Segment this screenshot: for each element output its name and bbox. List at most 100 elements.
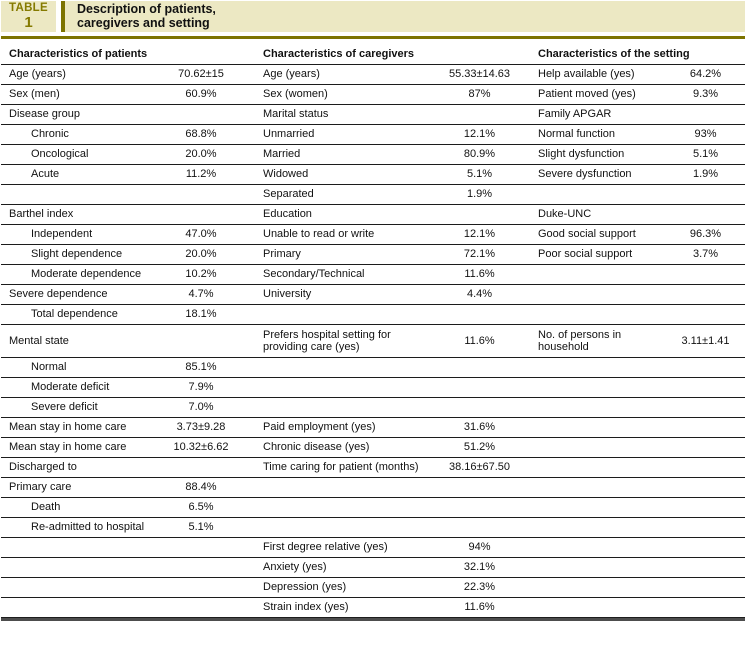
caregivers-label: Strain index (yes) [263, 601, 349, 614]
patients-value [159, 105, 243, 124]
caregivers-value: 87% [468, 88, 491, 101]
caregivers-label: Secondary/Technical [263, 268, 365, 281]
setting-label [538, 458, 666, 477]
setting-value [666, 558, 745, 577]
patients-label: Normal [31, 361, 67, 374]
column-gap [243, 225, 263, 244]
caregivers-value [436, 305, 523, 324]
setting-label [538, 398, 666, 417]
table-row: Normal 85.1% [1, 358, 745, 378]
caregivers-label [263, 305, 436, 324]
patients-value: 5.1% [188, 521, 214, 534]
column-gap [243, 265, 263, 284]
column-gap [523, 538, 538, 557]
column-gap [243, 458, 263, 477]
caregivers-value: 51.2% [463, 441, 496, 454]
patients-value: 68.8% [185, 128, 217, 141]
column-gap [243, 358, 263, 377]
patients-value: 10.32±6.62 [173, 441, 229, 454]
caregivers-value: 32.1% [463, 561, 496, 574]
caregivers-label: Chronic disease (yes) [263, 441, 370, 454]
caregivers-value: 11.6% [464, 601, 495, 614]
caregivers-label [263, 478, 436, 497]
column-gap [243, 65, 263, 84]
table-row: Mean stay in home care 10.32±6.62 Chronic … [1, 438, 745, 458]
table-row: Acute 11.2% Widowed 5.1% Severe dysfunction 1… [1, 165, 745, 185]
setting-label: Severe dysfunction [538, 168, 632, 181]
column-gap [243, 418, 263, 437]
caregivers-value [436, 105, 523, 124]
table-row: Sex (men) 60.9% Sex (women) 87% Patient move… [1, 85, 745, 105]
caregivers-value [436, 358, 523, 377]
setting-value [666, 418, 745, 437]
table-row: Slight dependence 20.0% Primary 72.1% Poor s… [1, 245, 745, 265]
patients-value: 20.0% [185, 248, 217, 261]
caregivers-value: 5.1% [466, 168, 493, 181]
setting-value: 5.1% [692, 148, 719, 161]
patients-label: Death [31, 501, 61, 514]
setting-value [666, 438, 745, 457]
setting-value [666, 518, 745, 537]
table-row: Oncological 20.0% Married 80.9% Slight dysfu… [1, 145, 745, 165]
column-gap [243, 305, 263, 324]
table-row: Primary care 88.4% [1, 478, 745, 498]
column-gap [243, 205, 263, 224]
column-gap [243, 558, 263, 577]
column-gap [243, 498, 263, 517]
caregivers-value: 80.9% [463, 148, 496, 161]
patients-value: 6.5% [188, 501, 214, 514]
setting-value: 93% [694, 128, 717, 141]
patients-label: Slight dependence [31, 248, 123, 261]
column-gap [243, 105, 263, 124]
patients-label: Severe dependence [9, 288, 108, 301]
column-gap [243, 185, 263, 204]
caregivers-value [436, 378, 523, 397]
column-gap [243, 165, 263, 184]
setting-value [666, 498, 745, 517]
column-gap [523, 185, 538, 204]
caregivers-label: Unmarried [263, 128, 315, 141]
patients-value: 4.7% [188, 288, 214, 301]
setting-label [538, 305, 666, 324]
setting-value [666, 105, 745, 124]
caregivers-value: 55.33±14.63 [448, 68, 511, 81]
column-gap [523, 398, 538, 417]
caregivers-label: Widowed [263, 168, 309, 181]
table-badge-word: TABLE [9, 1, 48, 14]
table-row: Moderate deficit 7.9% [1, 378, 745, 398]
patients-value [159, 538, 243, 557]
patients-value [159, 185, 243, 204]
table-row: Anxiety (yes) 32.1% [1, 558, 745, 578]
setting-value [666, 185, 745, 204]
caregivers-value [436, 205, 523, 224]
column-gap [523, 65, 538, 84]
column-gap [523, 165, 538, 184]
table-row: Mental state Prefers hospital setting for… [1, 325, 745, 358]
patients-label [1, 558, 159, 577]
caregivers-value: 4.4% [466, 288, 493, 301]
caregivers-value [436, 398, 523, 417]
table-badge-number: 1 [24, 14, 33, 32]
table-header-band: TABLE 1 Description of patients, caregiv… [1, 1, 745, 32]
table-row: Death 6.5% [1, 498, 745, 518]
column-header-patients: Characteristics of patients [9, 48, 148, 60]
caregivers-label: Education [263, 208, 312, 221]
column-gap [523, 358, 538, 377]
column-gap [523, 578, 538, 597]
caregivers-label: First degree relative (yes) [263, 541, 388, 554]
patients-label: Sex (men) [9, 88, 60, 101]
patients-label [1, 578, 159, 597]
setting-label [538, 358, 666, 377]
patients-value [159, 598, 243, 617]
table-title-block: Description of patients, caregivers and … [61, 1, 745, 32]
patients-label: Total dependence [31, 308, 118, 321]
patients-label: Moderate deficit [31, 381, 110, 394]
setting-value [666, 538, 745, 557]
table-row: Chronic 68.8% Unmarried 12.1% Normal functio… [1, 125, 745, 145]
setting-value [666, 305, 745, 324]
caregivers-value: 12.1% [463, 128, 496, 141]
setting-label [538, 558, 666, 577]
caregivers-value: 11.6% [464, 334, 495, 347]
setting-value: 1.9% [692, 168, 719, 181]
table-row: Disease group Marital status Family APGAR [1, 105, 745, 125]
